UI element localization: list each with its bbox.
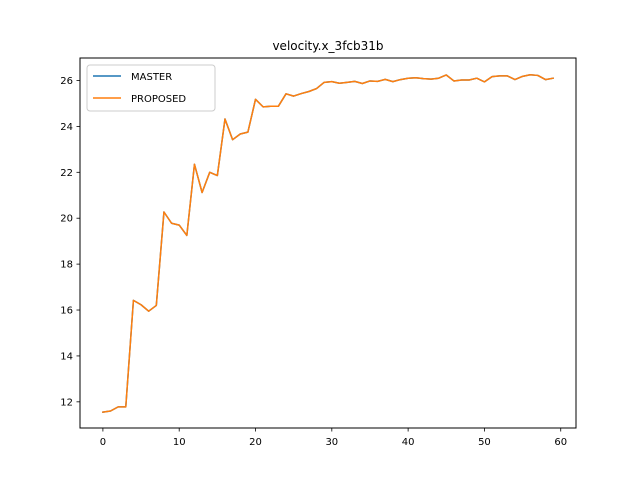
x-tick-label: 30 — [325, 437, 338, 448]
x-tick-label: 50 — [478, 437, 491, 448]
legend: MASTER PROPOSED — [86, 64, 216, 112]
y-tick-label: 18 — [60, 260, 73, 271]
plot-frame — [79, 57, 577, 429]
x-axis-ticks: 0 10 20 30 40 50 60 — [100, 428, 567, 448]
y-axis-ticks: 12 14 16 18 20 22 24 26 — [60, 76, 80, 408]
y-tick-label: 24 — [60, 122, 73, 133]
x-tick-label: 10 — [173, 437, 186, 448]
x-tick-label: 60 — [554, 437, 567, 448]
y-tick-label: 12 — [60, 397, 73, 408]
legend-label-master: MASTER — [131, 72, 172, 83]
y-tick-label: 22 — [60, 168, 73, 179]
x-tick-label: 20 — [249, 437, 262, 448]
y-tick-label: 20 — [60, 214, 73, 225]
x-tick-label: 40 — [402, 437, 415, 448]
x-tick-label: 0 — [100, 437, 106, 448]
y-tick-label: 16 — [60, 306, 73, 317]
legend-label-proposed: PROPOSED — [131, 94, 186, 105]
y-tick-label: 26 — [60, 76, 73, 87]
series-layer — [102, 74, 554, 414]
chart-title: velocity.x_3fcb31b — [272, 39, 383, 53]
series-line-proposed — [102, 74, 554, 414]
y-tick-label: 14 — [60, 351, 73, 362]
